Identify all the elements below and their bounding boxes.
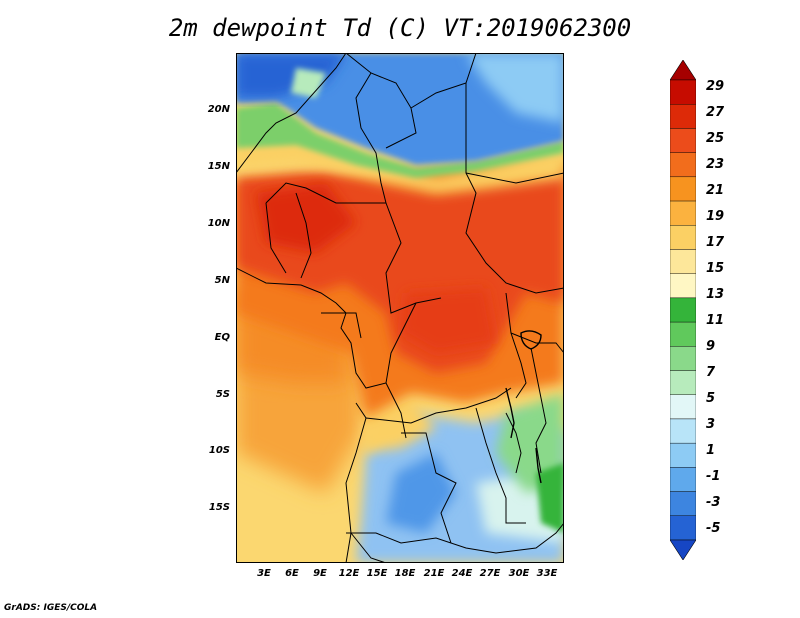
colorbar-bin [670, 442, 696, 468]
lat-label-15n: 15N [207, 161, 230, 172]
colorbar-label-19: 19 [706, 209, 725, 224]
lat-label-5s: 5S [215, 389, 230, 400]
lon-label-6e: 6E [285, 568, 299, 579]
colorbar-label-9: 9 [706, 339, 716, 354]
lat-label-10n: 10N [207, 218, 230, 229]
colorbar-bin [670, 273, 696, 299]
colorbar-label-11: 11 [706, 313, 725, 328]
lat-label-eq: EQ [214, 332, 230, 343]
colorbar-bin [670, 128, 696, 153]
colorbar-bin [670, 346, 696, 371]
sahel-yellow [236, 118, 564, 193]
lon-label-15e: 15E [366, 568, 388, 579]
colorbar-bin [670, 104, 696, 129]
map-frame [236, 53, 564, 563]
southern-deep-blue [386, 453, 456, 533]
colorbar-label-1: 1 [706, 443, 716, 458]
transition-yellow [361, 398, 436, 453]
colorbar-bin [670, 467, 696, 492]
sahel-green [236, 103, 564, 178]
colorbar-bin [670, 394, 696, 420]
colorbar-bin [670, 176, 696, 202]
lon-label-24e: 24E [451, 568, 473, 579]
credit-text: GrADS: IGES/COLA [4, 603, 98, 613]
colorbar-label-13: 13 [706, 287, 725, 302]
colorbar-bin [670, 491, 696, 516]
colorbar-label-15: 15 [706, 261, 725, 276]
colorbar-bin [670, 370, 696, 395]
colorbar [670, 60, 696, 560]
colorbar-top-triangle [670, 60, 696, 81]
colorbar-label-29: 29 [706, 79, 725, 94]
lon-label-30e: 30E [508, 568, 530, 579]
colorbar-bottom-triangle [670, 539, 696, 560]
colorbar-label-23: 23 [706, 157, 725, 172]
lon-label-18e: 18E [394, 568, 416, 579]
sahara-deep-blue [236, 53, 346, 98]
colorbar-bin [670, 225, 696, 250]
colorbar-bin [670, 418, 696, 444]
lon-label-27e: 27E [479, 568, 501, 579]
country-borders [236, 53, 564, 563]
colorbar-label-7: 7 [706, 365, 716, 380]
lat-label-15s: 15S [208, 502, 230, 513]
lon-label-12e: 12E [338, 568, 360, 579]
colorbar-bin [670, 79, 696, 105]
colorbar-label-17: 17 [706, 235, 725, 250]
lakes [505, 330, 542, 484]
lon-label-21e: 21E [423, 568, 445, 579]
colorbar-bin [670, 321, 696, 347]
east-deep-green [536, 463, 564, 533]
lat-label-20n: 20N [207, 104, 230, 115]
colorbar-label-m1: -1 [706, 469, 721, 484]
colorbar-bin [670, 515, 696, 541]
lat-label-5n: 5N [214, 275, 230, 286]
colorbar-bin [670, 297, 696, 323]
colorbar-label-27: 27 [706, 105, 725, 120]
colorbar-label-21: 21 [706, 183, 725, 198]
lon-label-33e: 33E [536, 568, 558, 579]
colorbar-bin [670, 200, 696, 226]
colorbar-bin [670, 152, 696, 178]
northeast-light-blue [466, 53, 564, 123]
colorbar-label-25: 25 [706, 131, 725, 146]
colorbar-label-3: 3 [706, 417, 716, 432]
lon-label-9e: 9E [313, 568, 327, 579]
highland-green [291, 68, 326, 98]
lon-label-3e: 3E [257, 568, 271, 579]
chart-title: 2m dewpoint Td (C) VT:2019062300 [168, 14, 632, 42]
colorbar-bin [670, 249, 696, 274]
lat-label-10s: 10S [208, 445, 230, 456]
deep-red-center [401, 288, 496, 353]
colorbar-label-m5: -5 [706, 521, 721, 536]
colorbar-label-m3: -3 [706, 495, 721, 510]
dewpoint-map [236, 53, 564, 563]
colorbar-label-5: 5 [706, 391, 716, 406]
